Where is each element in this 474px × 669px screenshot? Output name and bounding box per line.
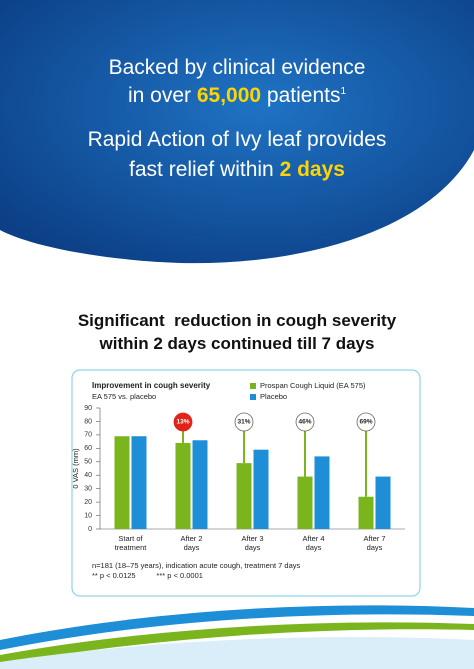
bar <box>314 456 330 529</box>
legend-swatch <box>250 383 256 389</box>
reduction-label: 13% <box>176 419 189 426</box>
badge <box>234 412 254 432</box>
legend-swatch <box>250 394 256 400</box>
y-tick-label: 40 <box>84 472 92 479</box>
bar <box>236 463 252 529</box>
x-tick-label: After 3 days <box>241 534 264 552</box>
y-axis-label: 0 VAS (mm) <box>71 448 80 489</box>
bar <box>297 476 313 529</box>
x-tick-label: Start of treatment <box>114 534 147 552</box>
bar <box>358 496 374 529</box>
legend-label: Placebo <box>260 392 287 401</box>
swoosh-light <box>0 636 474 669</box>
x-tick-label: After 4 days <box>302 534 325 552</box>
header-line: in over 65,000 patients1 <box>0 84 474 108</box>
highlight: 2 days <box>279 158 345 181</box>
legend-label: Prospan Cough Liquid (EA 575) <box>260 381 366 390</box>
bar <box>375 476 391 529</box>
text: Rapid Action of Ivy leaf provides <box>87 128 387 151</box>
bar <box>131 436 147 529</box>
header-line: Backed by clinical evidence <box>0 56 474 80</box>
badge <box>295 412 315 432</box>
y-tick-label: 20 <box>84 499 92 506</box>
x-tick-label: After 7 days <box>363 534 386 552</box>
bar <box>175 442 191 529</box>
y-tick-label: 70 <box>84 432 92 439</box>
chart-title: Improvement in cough severity <box>92 381 211 390</box>
chart-subtitle: EA 575 vs. placebo <box>92 392 156 401</box>
y-tick-label: 90 <box>84 405 92 412</box>
y-tick-label: 30 <box>84 486 92 493</box>
header-line: fast relief within 2 days <box>0 158 474 182</box>
swoosh-green <box>0 622 474 664</box>
y-tick-label: 50 <box>84 459 92 466</box>
bar <box>114 436 130 529</box>
footnote: n=181 (18–75 years), indication acute co… <box>92 561 301 570</box>
reduction-label: 46% <box>298 419 311 426</box>
swoosh-blue <box>0 605 474 650</box>
footnote-ref: 1 <box>340 86 347 97</box>
bar <box>253 449 269 529</box>
header-line: Rapid Action of Ivy leaf provides <box>0 128 474 152</box>
reduction-label: 31% <box>237 419 250 426</box>
header-background <box>0 0 474 264</box>
heading: within 2 days continued till 7 days <box>99 334 375 353</box>
heading: Significant reduction in cough severity <box>77 311 397 330</box>
y-tick-label: 80 <box>84 418 92 425</box>
y-tick-label: 60 <box>84 445 92 452</box>
text: Backed by clinical evidence <box>108 56 366 79</box>
reduction-label: 69% <box>359 419 372 426</box>
footnote: ** p < 0.0125 *** p < 0.0001 <box>92 571 203 580</box>
bar <box>192 440 208 529</box>
y-tick-label: 0 <box>88 526 92 533</box>
text: fast relief within <box>129 158 280 181</box>
badge <box>356 412 376 432</box>
text: in over <box>127 84 197 107</box>
x-tick-label: After 2 days <box>180 534 203 552</box>
text: patients <box>261 84 341 107</box>
badge <box>173 412 193 432</box>
highlight: 65,000 <box>196 84 262 107</box>
y-tick-label: 10 <box>84 512 92 519</box>
